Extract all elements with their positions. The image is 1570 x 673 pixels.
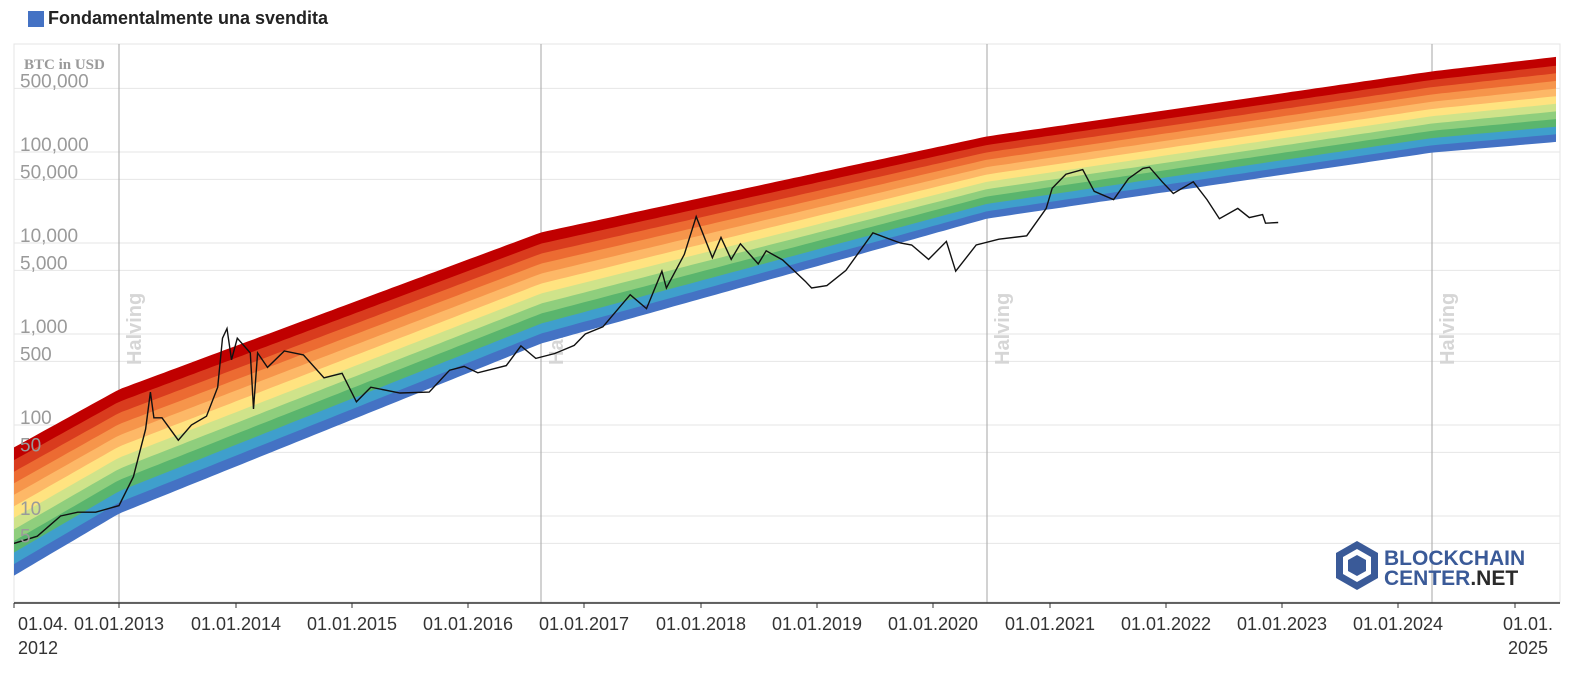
x-axis-ticks: 01.04. 2012 01.01.2013 01.01.2014 01.01.2015… bbox=[13, 603, 1553, 658]
x-tick-label: 01.01.2023 bbox=[1237, 614, 1327, 634]
x-tick-label: 01.01. bbox=[1503, 614, 1553, 634]
x-tick-label: 01.01.2020 bbox=[888, 614, 978, 634]
rainbow-band bbox=[14, 110, 1556, 541]
plot-frame bbox=[13, 43, 1561, 603]
x-tick-label: 01.01.2016 bbox=[423, 614, 513, 634]
halving-label: Halving bbox=[1437, 293, 1459, 365]
logo-line2-a: CENTER bbox=[1384, 567, 1470, 590]
price-line bbox=[14, 166, 1279, 545]
logo-line2: CENTER.NET bbox=[1384, 567, 1518, 590]
x-tick-label: 01.01.2022 bbox=[1121, 614, 1211, 634]
x-tick-label: 01.01.2021 bbox=[1005, 614, 1095, 634]
legend-label: Fondamentalmente una svendita bbox=[48, 8, 329, 28]
y-tick-label: 10 bbox=[20, 499, 41, 520]
y-tick-label: 100,000 bbox=[20, 135, 89, 156]
y-tick-label: 500 bbox=[20, 344, 52, 365]
y-tick-label: 10,000 bbox=[20, 226, 78, 247]
price-line-group bbox=[14, 166, 1279, 545]
x-tick-label: 01.01.2024 bbox=[1353, 614, 1443, 634]
y-axis-ticks: 5 10 50 100 500 1,000 5,000 10,000 50,000 100,000… bbox=[20, 71, 89, 547]
halving-label: Halving bbox=[992, 293, 1014, 365]
x-tick-label: 01.01.2015 bbox=[307, 614, 397, 634]
y-tick-label: 5 bbox=[20, 526, 31, 547]
y-tick-label: 100 bbox=[20, 408, 52, 429]
logo-line1: BLOCKCHAIN bbox=[1384, 547, 1525, 570]
x-tick-label: 2012 bbox=[18, 638, 58, 658]
x-tick-label: 01.04. bbox=[18, 614, 68, 634]
halving-label: Halving bbox=[124, 293, 146, 365]
y-tick-label: 500,000 bbox=[20, 71, 89, 92]
x-tick-label: 01.01.2018 bbox=[656, 614, 746, 634]
blockchaincenter-logo: BLOCKCHAIN CENTER.NET bbox=[1336, 541, 1525, 590]
x-tick-label: 01.01.2017 bbox=[539, 614, 629, 634]
legend-swatch bbox=[28, 10, 44, 27]
y-axis-title: BTC in USD bbox=[24, 57, 105, 73]
y-tick-label: 1,000 bbox=[20, 317, 68, 338]
y-tick-label: 50 bbox=[20, 435, 41, 456]
y-tick-label: 50,000 bbox=[20, 162, 78, 183]
cube-icon bbox=[1336, 541, 1378, 590]
x-tick-label: 01.01.2014 bbox=[191, 614, 281, 634]
x-tick-label: 01.01.2013 bbox=[74, 614, 164, 634]
legend[interactable]: Fondamentalmente una svendita bbox=[28, 8, 328, 29]
y-tick-label: 5,000 bbox=[20, 253, 68, 274]
rainbow-bands bbox=[14, 56, 1556, 576]
x-tick-label: 2025 bbox=[1508, 638, 1548, 658]
x-tick-label: 01.01.2019 bbox=[772, 614, 862, 634]
logo-line2-b: .NET bbox=[1470, 567, 1518, 590]
